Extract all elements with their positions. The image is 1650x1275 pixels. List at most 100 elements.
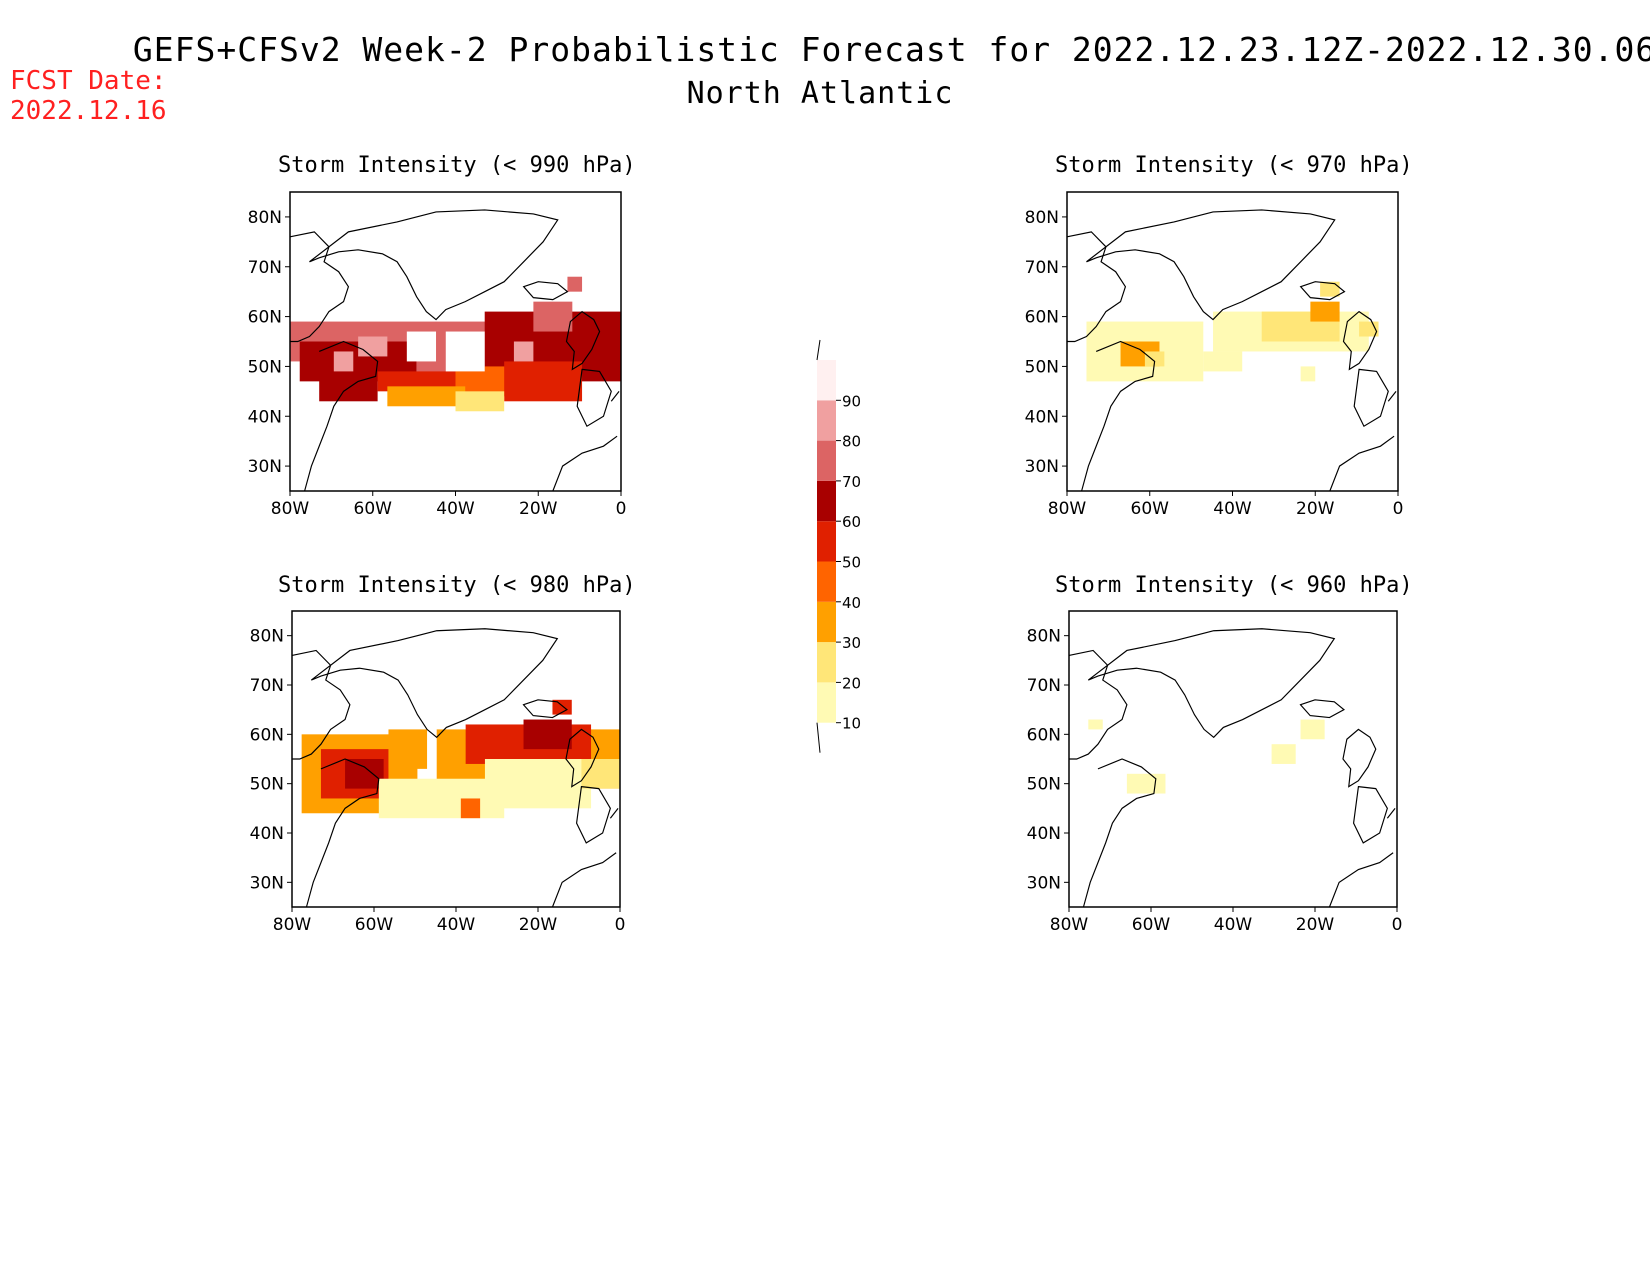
coastline — [1068, 649, 1128, 760]
lat-tick-label: 50N — [248, 357, 282, 377]
lat-tick-label: 80N — [1025, 208, 1059, 228]
probability-cell — [378, 778, 505, 819]
colorbar-label: 30 — [842, 634, 861, 652]
lat-tick-label: 70N — [248, 258, 282, 278]
colorbar-swatch — [817, 642, 836, 683]
lat-tick-label: 40N — [1027, 824, 1061, 844]
coastline — [1353, 368, 1389, 428]
panel-title-960: Storm Intensity (< 960 hPa) — [1055, 573, 1413, 598]
lon-tick-label: 80W — [1048, 499, 1087, 519]
coastline — [1342, 728, 1377, 788]
probability-cell — [358, 336, 388, 357]
map-panel-990 — [289, 209, 622, 492]
page-title: GEFS+CFSv2 Week-2 Probabilistic Forecast… — [132, 30, 1650, 69]
coastline — [565, 310, 601, 371]
lon-tick-label: 0 — [616, 499, 627, 519]
lat-tick-label: 30N — [1027, 873, 1061, 893]
lon-tick-label: 40W — [1214, 915, 1253, 935]
probability-cell — [484, 759, 592, 809]
coastline — [309, 209, 559, 321]
lat-tick-label: 30N — [248, 457, 282, 477]
colorbar-label: 50 — [842, 554, 861, 572]
probability-cell — [460, 798, 481, 819]
probability-cell — [567, 276, 583, 292]
fcst-date-caption: FCST Date: — [10, 66, 167, 96]
colorbar-swatch — [817, 360, 836, 401]
colorbar-swatch — [817, 440, 836, 481]
lat-tick-label: 60N — [248, 308, 282, 328]
probability-cell — [552, 699, 572, 715]
coastline — [575, 785, 611, 844]
map-panel-970 — [1066, 209, 1397, 492]
lat-tick-label: 80N — [1027, 627, 1061, 647]
map-panel-980 — [291, 628, 620, 908]
lon-tick-label: 40W — [437, 915, 476, 935]
lat-tick-label: 80N — [248, 208, 282, 228]
lat-tick-label: 70N — [1025, 258, 1059, 278]
probability-cell — [1271, 744, 1296, 764]
lon-tick-label: 0 — [1392, 915, 1403, 935]
probability-cell — [455, 391, 505, 412]
coastline — [565, 728, 600, 788]
lon-tick-label: 80W — [271, 499, 310, 519]
probability-cell — [388, 729, 428, 769]
probability-cell — [1144, 351, 1165, 367]
coastline — [522, 281, 569, 301]
lat-tick-label: 40N — [1025, 407, 1059, 427]
coastline — [289, 231, 350, 343]
coastline — [305, 758, 380, 908]
coastline — [1329, 435, 1395, 492]
lon-tick-label: 40W — [436, 499, 475, 519]
lon-tick-label: 80W — [1050, 915, 1089, 935]
lon-tick-label: 40W — [1213, 499, 1252, 519]
lat-tick-label: 40N — [250, 824, 284, 844]
map-panel-960 — [1068, 628, 1396, 908]
probability-cell — [1320, 281, 1340, 297]
colorbar-swatch — [817, 601, 836, 643]
coastline — [576, 368, 612, 428]
lon-tick-label: 20W — [1296, 915, 1335, 935]
probability-cell — [387, 386, 466, 407]
lon-tick-label: 20W — [1296, 499, 1335, 519]
probability-cell — [1310, 301, 1340, 322]
coastline — [1081, 340, 1156, 492]
lat-tick-label: 60N — [1027, 725, 1061, 745]
coastline — [1066, 231, 1127, 343]
panel-title-980: Storm Intensity (< 980 hPa) — [278, 573, 636, 598]
coastline — [1299, 699, 1345, 719]
coastline — [552, 435, 618, 492]
coastline — [1299, 281, 1346, 301]
probability-cell — [333, 351, 354, 372]
colorbar-label: 40 — [842, 594, 861, 612]
coastline — [1086, 209, 1336, 321]
colorbar-swatch — [817, 521, 836, 562]
colorbar-ends — [816, 339, 821, 753]
probability-cell — [1126, 773, 1166, 794]
probability-cell — [1300, 366, 1316, 382]
colorbar-label: 80 — [842, 433, 861, 451]
coastline — [1342, 310, 1378, 371]
coastline — [1328, 852, 1394, 908]
panel-title-990: Storm Intensity (< 990 hPa) — [278, 153, 636, 178]
lon-tick-label: 80W — [273, 915, 312, 935]
lat-tick-label: 60N — [250, 725, 284, 745]
lon-tick-label: 60W — [354, 499, 393, 519]
probability-cell — [504, 361, 583, 402]
lon-tick-label: 20W — [519, 499, 558, 519]
lon-tick-label: 20W — [519, 915, 558, 935]
probability-cell — [581, 759, 620, 789]
probability-cell — [1088, 719, 1103, 730]
probability-cell — [1300, 719, 1325, 740]
probability-cell — [591, 346, 622, 377]
coastline — [1087, 628, 1336, 739]
lon-tick-label: 60W — [1131, 499, 1170, 519]
lon-tick-label: 0 — [1393, 499, 1404, 519]
lat-tick-label: 50N — [1027, 775, 1061, 795]
colorbar-label: 90 — [842, 392, 861, 410]
coastline — [610, 390, 620, 402]
probability-cell — [406, 331, 437, 362]
lon-tick-label: 0 — [615, 915, 626, 935]
colorbar-swatch — [817, 682, 836, 723]
coastline — [522, 699, 568, 719]
colorbar-label: 20 — [842, 674, 861, 692]
